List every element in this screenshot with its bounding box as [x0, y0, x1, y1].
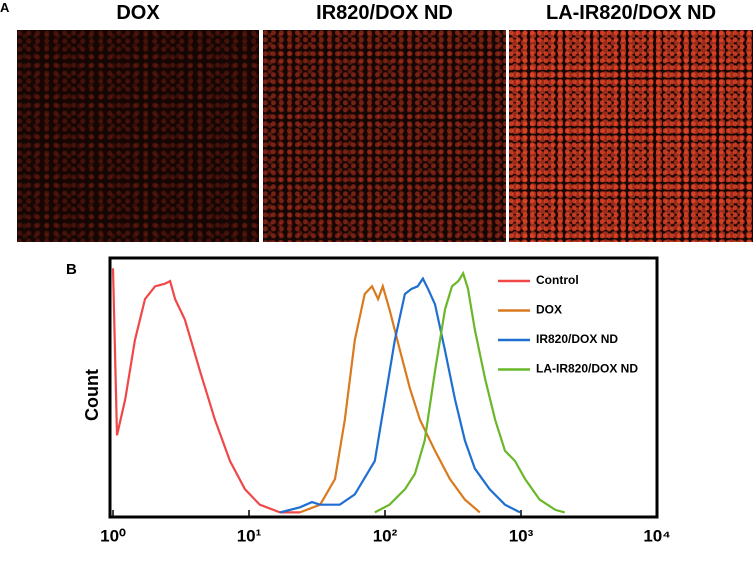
histogram-line	[279, 276, 521, 514]
legend-label: Control	[536, 273, 579, 287]
panel-label: B	[66, 261, 77, 278]
plot-frame	[108, 256, 659, 519]
x-tick-label: 10²	[373, 526, 398, 545]
legend-label: DOX	[536, 303, 562, 317]
x-tick-label: 10¹	[237, 526, 262, 545]
micrograph	[17, 30, 259, 242]
image-title: IR820/DOX ND	[316, 2, 453, 24]
legend-label: IR820/DOX ND	[536, 332, 618, 346]
histogram-line	[299, 282, 481, 514]
panel-label: A	[0, 0, 10, 15]
micrograph	[509, 30, 753, 242]
histogram-line	[374, 270, 566, 514]
image-title: DOX	[116, 2, 160, 24]
x-tick-label: 10⁰	[100, 526, 126, 545]
legend-label: LA-IR820/DOX ND	[536, 362, 638, 376]
x-tick-label: 10³	[509, 526, 534, 545]
y-axis-label: Count	[82, 369, 102, 421]
image-title: LA-IR820/DOX ND	[545, 2, 717, 24]
micrograph	[263, 30, 506, 242]
x-tick-label: 10⁴	[643, 526, 670, 545]
histogram-line	[111, 268, 300, 514]
